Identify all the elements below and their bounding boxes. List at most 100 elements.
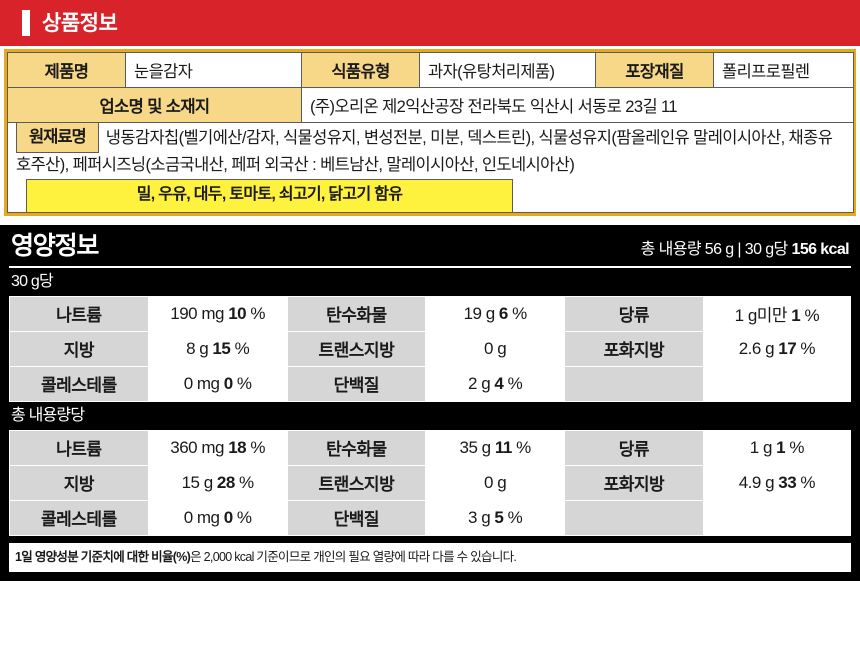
table-row: 콜레스테롤 0 mg 0 % 단백질 3 g 5 % — [9, 499, 852, 536]
amount: 1 g — [749, 437, 777, 457]
field-label-packaging: 포장재질 — [595, 52, 714, 88]
percent: 5 — [494, 507, 504, 527]
percent-sign: % — [503, 373, 523, 393]
nutrition-title: 영양정보 — [11, 231, 99, 260]
amount: 15 g — [181, 472, 217, 492]
percent: 1 — [791, 306, 801, 326]
nutrient-label-empty — [564, 499, 704, 536]
nutrient-value-sodium: 190 mg 10 % — [147, 295, 288, 332]
nutrient-value-sugars: 1 g미만 1 % — [702, 295, 852, 332]
nutrient-value-sugars: 1 g 1 % — [702, 429, 852, 466]
nutrition-panel: 영양정보 총 내용량 56 g | 30 g당 156 kcal 30 g당 나… — [0, 224, 860, 581]
nutrition-table-per-serving: 나트륨 190 mg 10 % 탄수화물 19 g 6 % 당류 1 g미만 1… — [9, 295, 852, 402]
nutrient-label-trans-fat: 트랜스지방 — [286, 330, 427, 367]
field-value-company: (주)오리온 제2익산공장 전라북도 익산시 서동로 23길 11 — [301, 87, 854, 123]
percent-sign: % — [507, 303, 527, 323]
nutrient-label-sugars: 당류 — [564, 429, 704, 466]
page-title: 상품정보 — [42, 11, 118, 35]
percent: 0 — [223, 507, 233, 527]
percent: 1 — [776, 437, 786, 457]
ingredients-cell: 원재료명 냉동감자칩(벨기에산/감자, 식물성유지, 변성전분, 미분, 덱스트린… — [7, 122, 854, 213]
table-row: 콜레스테롤 0 mg 0 % 단백질 2 g 4 % — [9, 365, 852, 402]
percent: 4 — [494, 373, 504, 393]
nutrient-label-carbohydrate: 탄수화물 — [286, 295, 427, 332]
nutrient-value-carbohydrate: 19 g 6 % — [425, 295, 565, 332]
nutrient-label-protein: 단백질 — [286, 499, 427, 536]
field-value-product-name: 눈을감자 — [125, 52, 302, 88]
amount: 0 mg — [183, 373, 224, 393]
field-label-food-type: 식품유형 — [301, 52, 420, 88]
nutrition-section-label-1: 총 내용량당 — [11, 406, 85, 424]
nutrient-value-cholesterol: 0 mg 0 % — [147, 499, 288, 536]
amount: 0 g — [484, 338, 507, 358]
percent-sign: % — [232, 373, 252, 393]
amount: 360 mg — [170, 437, 229, 457]
nutrient-label-fat: 지방 — [9, 330, 149, 367]
table-row: 제품명 눈을감자 식품유형 과자(유탕처리제품) 포장재질 폴리프로필렌 — [7, 52, 854, 88]
nutrient-value-empty — [702, 365, 852, 402]
nutrient-value-protein: 2 g 4 % — [425, 365, 565, 402]
header-accent-bar — [22, 10, 30, 36]
percent-sign: % — [234, 472, 254, 492]
page-header: 상품정보 — [0, 0, 860, 46]
amount: 0 mg — [183, 507, 224, 527]
nutrient-value-saturated-fat: 2.6 g 17 % — [702, 330, 852, 367]
field-label-company: 업소명 및 소재지 — [7, 87, 302, 123]
amount: 190 mg — [170, 303, 229, 323]
field-value-food-type: 과자(유탕처리제품) — [419, 52, 596, 88]
percent: 0 — [223, 373, 233, 393]
table-row: 업소명 및 소재지 (주)오리온 제2익산공장 전라북도 익산시 서동로 23길… — [7, 87, 854, 123]
product-info-panel: 제품명 눈을감자 식품유형 과자(유탕처리제품) 포장재질 폴리프로필렌 업소명… — [4, 49, 856, 216]
allergen-banner: 밀, 우유, 대두, 토마토, 쇠고기, 닭고기 함유 — [26, 178, 513, 213]
nutrient-value-carbohydrate: 35 g 11 % — [425, 429, 565, 466]
nutrient-value-sodium: 360 mg 18 % — [147, 429, 288, 466]
nutrition-serving-summary: 총 내용량 56 g | 30 g당 156 kcal — [641, 240, 850, 258]
nutrient-label-cholesterol: 콜레스테롤 — [9, 365, 149, 402]
amount: 4.9 g — [738, 472, 779, 492]
nutrition-table-per-package: 나트륨 360 mg 18 % 탄수화물 35 g 11 % 당류 1 g 1 … — [9, 429, 852, 536]
percent: 33 — [778, 472, 797, 492]
nutrient-label-protein: 단백질 — [286, 365, 427, 402]
calories-value: 156 kcal — [791, 240, 850, 258]
footnote-bold-text: 1일 영양성분 기준치에 대한 비율(%) — [15, 549, 191, 564]
nutrient-value-protein: 3 g 5 % — [425, 499, 565, 536]
nutrient-label-trans-fat: 트랜스지방 — [286, 464, 427, 501]
nutrient-value-trans-fat: 0 g — [425, 330, 565, 367]
percent: 17 — [778, 338, 797, 358]
percent: 6 — [498, 303, 508, 323]
table-row: 나트륨 360 mg 18 % 탄수화물 35 g 11 % 당류 1 g 1 … — [9, 429, 852, 466]
percent-sign: % — [246, 437, 265, 457]
table-row: 나트륨 190 mg 10 % 탄수화물 19 g 6 % 당류 1 g미만 1… — [9, 295, 852, 332]
amount: 2.6 g — [738, 338, 779, 358]
percent-sign: % — [230, 338, 250, 358]
footnote-rest-text: 은 2,000 kcal 기준이므로 개인의 필요 열량에 따라 다를 수 있습… — [190, 549, 517, 564]
percent-sign: % — [800, 306, 820, 326]
nutrient-label-sugars: 당류 — [564, 295, 704, 332]
percent: 18 — [228, 437, 247, 457]
percent-sign: % — [511, 437, 531, 457]
amount: 2 g — [468, 373, 495, 393]
amount: 19 g — [463, 303, 499, 323]
percent-sign: % — [796, 338, 816, 358]
nutrient-label-sodium: 나트륨 — [9, 429, 149, 466]
table-row: 지방 15 g 28 % 트랜스지방 0 g 포화지방 4.9 g 33 % — [9, 464, 852, 501]
nutrient-value-cholesterol: 0 mg 0 % — [147, 365, 288, 402]
product-info-table: 제품명 눈을감자 식품유형 과자(유탕처리제품) 포장재질 폴리프로필렌 업소명… — [7, 52, 854, 213]
nutrient-label-fat: 지방 — [9, 464, 149, 501]
amount: 1 g미만 — [734, 306, 792, 326]
nutrient-label-empty — [564, 365, 704, 402]
percent-sign: % — [796, 472, 816, 492]
nutrient-value-fat: 15 g 28 % — [147, 464, 288, 501]
nutrient-value-trans-fat: 0 g — [425, 464, 565, 501]
nutrition-header: 영양정보 총 내용량 56 g | 30 g당 156 kcal — [9, 225, 851, 268]
table-row: 지방 8 g 15 % 트랜스지방 0 g 포화지방 2.6 g 17 % — [9, 330, 852, 367]
field-label-product-name: 제품명 — [7, 52, 126, 88]
nutrition-footnote: 1일 영양성분 기준치에 대한 비율(%)은 2,000 kcal 기준이므로 … — [9, 542, 851, 572]
percent-sign: % — [503, 507, 523, 527]
percent: 10 — [228, 303, 247, 323]
table-row-ingredients: 원재료명 냉동감자칩(벨기에산/감자, 식물성유지, 변성전분, 미분, 덱스트린… — [7, 122, 854, 213]
nutrient-label-sodium: 나트륨 — [9, 295, 149, 332]
amount: 0 g — [484, 472, 507, 492]
nutrient-label-cholesterol: 콜레스테롤 — [9, 499, 149, 536]
nutrient-label-carbohydrate: 탄수화물 — [286, 429, 427, 466]
